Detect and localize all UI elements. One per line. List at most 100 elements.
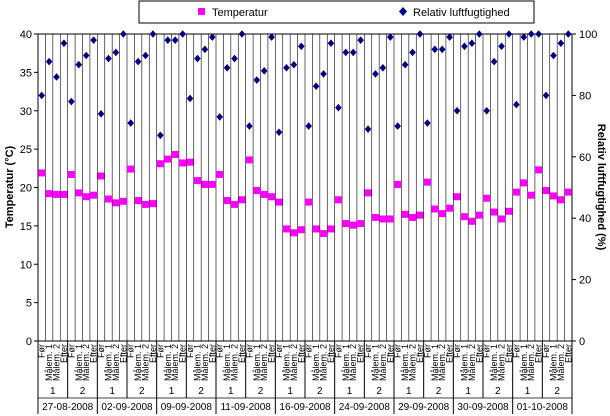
temperature-point: [409, 213, 417, 221]
humidity-point: [513, 100, 520, 109]
temperature-point: [401, 210, 409, 218]
humidity-point: [372, 70, 379, 78]
x-slot-label: Efter: [445, 344, 455, 363]
legend-humidity-label: Relativ luftfugtighed: [413, 7, 510, 19]
humidity-point: [520, 33, 528, 41]
temperature-point: [156, 160, 164, 168]
humidity-point: [216, 113, 224, 121]
x-slot-label: Målem. 2: [81, 344, 91, 381]
temperature-point: [483, 194, 491, 202]
humidity-point: [75, 60, 83, 69]
temperature-point: [45, 190, 53, 198]
x-experiment-label: 1: [169, 386, 175, 397]
humidity-point: [305, 122, 313, 130]
temperature-point: [245, 156, 253, 164]
x-experiment-label: 1: [406, 386, 412, 397]
x-slot-label: Målem. 2: [467, 344, 477, 381]
humidity-point: [468, 39, 476, 48]
x-slot-label: Målem. 1: [489, 344, 499, 381]
x-slot-label: Efter: [385, 344, 395, 363]
x-slot-label: Målem. 1: [430, 344, 440, 381]
x-slot-label: Målem. 2: [141, 344, 151, 381]
x-slot-label: Målem. 2: [289, 344, 299, 381]
temperature-point: [193, 177, 201, 185]
x-date-label: 11-09-2008: [220, 402, 271, 413]
x-slot-label: Målem. 1: [222, 344, 232, 381]
x-experiment-label: 1: [287, 386, 293, 397]
x-slot-label: Efter: [326, 344, 336, 363]
x-slot-label: Målem. 1: [163, 344, 173, 381]
x-date-label: 29-09-2008: [398, 402, 450, 413]
temperature-point: [357, 220, 365, 228]
x-slot-label: Efter: [237, 344, 247, 363]
x-slot-label: Målem. 1: [459, 344, 469, 381]
temperature-point: [312, 225, 320, 233]
x-slot-label: Før: [393, 344, 403, 358]
humidity-point: [223, 63, 231, 72]
x-slot-label: Målem. 2: [170, 344, 180, 381]
humidity-point: [179, 30, 186, 38]
right-y-tick-label: 20: [579, 275, 591, 287]
x-date-label: 27-08-2008: [42, 402, 94, 413]
x-date-label: 02-09-2008: [101, 402, 153, 413]
temperature-point: [364, 189, 372, 197]
x-experiment-label: 2: [495, 386, 501, 397]
x-slot-label: Målem. 1: [103, 344, 113, 381]
x-slot-label: Målem. 2: [111, 344, 121, 381]
humidity-point: [283, 63, 290, 72]
humidity-point: [112, 48, 120, 57]
humidity-point: [401, 60, 409, 69]
humidity-point: [82, 51, 90, 60]
x-slot-label: Målem. 1: [519, 344, 529, 381]
left-y-tick-label: 10: [20, 259, 32, 271]
left-y-tick-label: 35: [20, 67, 32, 79]
humidity-point: [53, 73, 60, 81]
x-experiment-label: 1: [228, 386, 234, 397]
humidity-point: [327, 39, 335, 48]
humidity-point: [231, 54, 238, 63]
x-slot-label: Efter: [563, 344, 573, 363]
x-slot-label: Efter: [474, 344, 484, 363]
legend-temperature-label: Temperatur: [212, 7, 268, 19]
temperature-point: [238, 196, 246, 204]
temperature-point: [334, 196, 342, 204]
temperature-point: [371, 213, 379, 221]
x-experiment-label: 2: [317, 386, 323, 397]
temperature-point: [119, 197, 127, 205]
temperature-point: [290, 229, 298, 237]
humidity-point: [253, 76, 261, 84]
humidity-point: [335, 103, 342, 112]
humidity-point: [105, 54, 112, 63]
temperature-point: [327, 225, 335, 233]
temperature-point: [468, 217, 476, 225]
x-slot-label: Efter: [534, 344, 544, 363]
humidity-point: [194, 54, 201, 63]
x-slot-label: Målem. 1: [341, 344, 351, 381]
left-y-tick-label: 0: [26, 336, 32, 348]
temperature-point: [179, 159, 187, 167]
x-experiment-label: 2: [436, 386, 442, 397]
x-experiment-label: 1: [347, 386, 353, 397]
humidity-point: [275, 128, 283, 137]
x-slot-label: Før: [155, 344, 165, 358]
x-slot-label: Målem. 2: [378, 344, 388, 381]
x-slot-label: Målem. 2: [556, 344, 566, 381]
x-slot-label: Efter: [267, 344, 277, 363]
left-y-tick-label: 25: [20, 144, 32, 156]
x-date-label: 30-09-2008: [457, 402, 509, 413]
legend-temperature-marker: [198, 8, 205, 15]
left-y-tick-label: 5: [26, 298, 32, 310]
temperature-point: [453, 193, 461, 201]
temperature-point: [231, 200, 239, 208]
humidity-point: [386, 33, 394, 41]
temperature-point: [520, 179, 528, 187]
humidity-point: [268, 33, 275, 41]
x-slot-label: Før: [126, 344, 136, 358]
x-slot-label: Målem. 2: [437, 344, 447, 381]
temperature-point: [394, 180, 402, 188]
humidity-point: [142, 51, 149, 60]
temperature-point: [127, 165, 135, 173]
humidity-point: [342, 48, 350, 57]
